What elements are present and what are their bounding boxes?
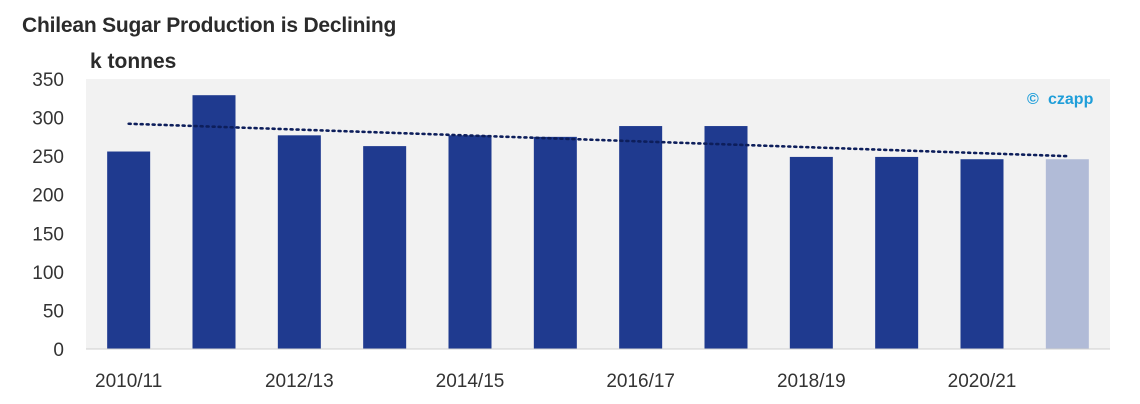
plot-background bbox=[86, 79, 1110, 349]
y-tick-label: 0 bbox=[53, 340, 64, 361]
x-tick-label: 2018/19 bbox=[777, 371, 846, 392]
x-tick-label: 2010/11 bbox=[95, 371, 162, 392]
bar-2016-17 bbox=[619, 126, 663, 349]
y-tick-label: 50 bbox=[43, 301, 64, 322]
y-tick-label: 300 bbox=[32, 109, 64, 130]
x-axis-ticks: 2010/11 2012/13 2014/15 2016/17 2018/19 2020/… bbox=[95, 371, 1016, 392]
trend-line bbox=[127, 122, 1069, 158]
bar-2017-18 bbox=[704, 126, 748, 349]
bar-2020-21 bbox=[960, 159, 1004, 349]
y-tick-label: 150 bbox=[32, 224, 64, 245]
czapp-logo: © czapp bbox=[1027, 91, 1094, 108]
bar-2021-22 bbox=[1045, 159, 1089, 349]
chart-title: Chilean Sugar Production is Declining bbox=[22, 14, 397, 37]
x-tick-label: 2016/17 bbox=[606, 371, 675, 392]
bar-2010-11 bbox=[107, 151, 151, 349]
bar-2012-13 bbox=[277, 135, 321, 349]
bar-2013-14 bbox=[363, 146, 407, 349]
bar-2011-12 bbox=[192, 95, 236, 349]
x-tick-label: 2014/15 bbox=[436, 371, 505, 392]
y-axis-unit-label: k tonnes bbox=[90, 50, 177, 73]
bar-2015-16 bbox=[533, 136, 577, 349]
brand-name: czapp bbox=[1048, 91, 1094, 108]
y-tick-label: 250 bbox=[32, 147, 64, 168]
x-tick-label: 2012/13 bbox=[265, 371, 334, 392]
y-tick-label: 200 bbox=[32, 186, 64, 207]
bars bbox=[107, 95, 1089, 349]
y-tick-label: 100 bbox=[32, 263, 64, 284]
copyright-symbol: © bbox=[1027, 91, 1039, 108]
bar-2018-19 bbox=[789, 156, 833, 349]
x-tick-label: 2020/21 bbox=[948, 371, 1017, 392]
y-tick-label: 350 bbox=[32, 70, 64, 91]
bar-2014-15 bbox=[448, 135, 492, 349]
bar-2019-20 bbox=[875, 156, 919, 349]
y-axis-ticks: 0 50 100 150 200 250 300 350 bbox=[32, 70, 64, 361]
